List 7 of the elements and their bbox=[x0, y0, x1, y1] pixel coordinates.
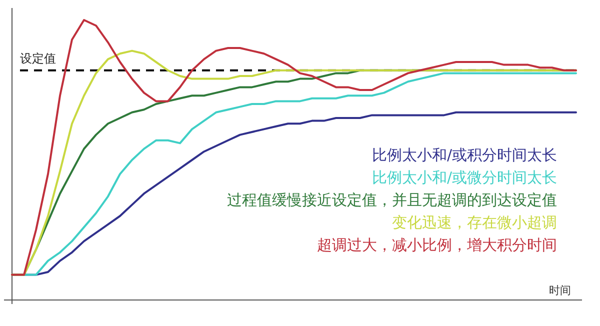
text: 比例太小和/或微分时间太长 bbox=[372, 168, 557, 186]
text: 超调过大，减小比例，增大积分时间 bbox=[317, 236, 557, 254]
series-label: 比例太小和/或积分时间太长 bbox=[372, 146, 557, 164]
x-axis-title: 时间 bbox=[549, 284, 571, 297]
text: 过程值缓慢接近设定值，并且无超调的到达设定值 bbox=[227, 191, 557, 209]
text: 变化迅速，存在微小超调 bbox=[392, 214, 557, 232]
ref-line-label: 设定值 bbox=[20, 51, 56, 66]
